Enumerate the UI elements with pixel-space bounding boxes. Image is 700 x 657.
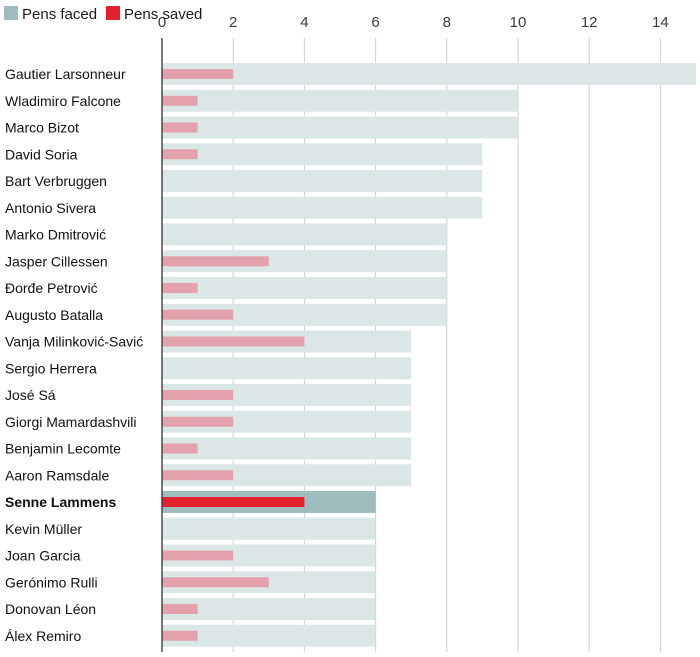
bar-pens-faced [162, 357, 412, 380]
legend: Pens faced Pens saved [4, 6, 202, 23]
bar-pens-saved [162, 283, 198, 293]
x-tick-label: 10 [510, 14, 527, 31]
legend-label-saved: Pens saved [124, 6, 202, 23]
bar-pens-saved [162, 630, 198, 641]
bar-pens-saved [162, 95, 198, 106]
bar-pens-faced [162, 517, 376, 540]
bar-pens-faced [162, 89, 518, 112]
x-tick-label: 6 [371, 14, 379, 31]
bar-pens-faced [162, 464, 412, 487]
category-label: Augusto Batalla [5, 307, 103, 323]
bar-pens-saved [162, 550, 234, 561]
category-label: Benjamin Lecomte [5, 441, 121, 457]
category-label: Kevin Müller [5, 521, 82, 537]
bar-pens-faced [162, 277, 447, 299]
category-label: Wladimiro Falcone [5, 93, 121, 109]
bar-pens-saved [162, 122, 198, 133]
category-label: David Soria [5, 146, 78, 162]
bar-pens-faced [162, 384, 412, 406]
category-label: Gautier Larsonneur [5, 66, 126, 82]
bar-pens-saved [162, 604, 198, 614]
legend-label-faced: Pens faced [22, 6, 97, 23]
bars [162, 63, 696, 647]
legend-swatch-faced [4, 6, 18, 20]
bar-pens-faced [162, 437, 412, 460]
category-label: Đorđe Petrović [5, 280, 98, 296]
category-label: Giorgi Mamardashvili [5, 414, 136, 430]
category-label: Joan Garcia [5, 548, 81, 564]
x-tick-label: 14 [652, 14, 669, 31]
x-tick-labels: 0 2 4 6 8 10 12 14 [158, 14, 669, 31]
bar-pens-faced [162, 598, 376, 620]
x-tick-label: 0 [158, 14, 166, 31]
bar-pens-faced [162, 143, 483, 166]
bar-pens-faced [162, 303, 447, 326]
bar-pens-saved [162, 470, 234, 481]
category-label: Gerónimo Rulli [5, 574, 98, 590]
bar-pens-saved [162, 497, 305, 507]
bar-pens-saved [162, 336, 305, 347]
bar-pens-saved [162, 443, 198, 454]
bar-pens-faced [162, 223, 447, 246]
category-label: Donovan Léon [5, 601, 96, 617]
category-label: Sergio Herrera [5, 360, 97, 376]
bar-pens-saved [162, 149, 198, 160]
category-label: Vanja Milinković-Savić [5, 334, 143, 350]
category-label: Marko Dmitrović [5, 227, 106, 243]
bar-pens-faced [162, 196, 483, 219]
bar-pens-faced [162, 63, 696, 85]
bar-pens-faced [162, 410, 412, 433]
category-label: Álex Remiro [5, 628, 81, 644]
x-tick-label: 2 [229, 14, 237, 31]
x-tick-label: 12 [581, 14, 598, 31]
bar-pens-saved [162, 69, 234, 79]
category-label: Antonio Sivera [5, 200, 96, 216]
category-labels: Gautier Larsonneur Wladimiro Falcone Marco… [5, 66, 143, 644]
legend-swatch-saved [106, 6, 120, 20]
category-label: Marco Bizot [5, 120, 79, 136]
category-label: Bart Verbruggen [5, 173, 107, 189]
x-tick-label: 8 [443, 14, 451, 31]
bar-pens-saved [162, 309, 234, 320]
bar-pens-faced [162, 170, 483, 192]
category-label: Aaron Ramsdale [5, 467, 109, 483]
bar-pens-faced [162, 250, 447, 273]
category-label: Senne Lammens [5, 494, 116, 510]
category-label: Jasper Cillessen [5, 253, 108, 269]
bar-pens-faced [162, 624, 376, 647]
bar-pens-faced [162, 116, 518, 139]
category-label: José Sá [5, 387, 56, 403]
x-tick-label: 4 [300, 14, 308, 31]
bar-pens-saved [162, 577, 269, 588]
bar-pens-faced [162, 544, 376, 567]
bar-pens-saved [162, 416, 234, 427]
bar-pens-saved [162, 256, 269, 267]
bar-pens-saved [162, 390, 234, 400]
